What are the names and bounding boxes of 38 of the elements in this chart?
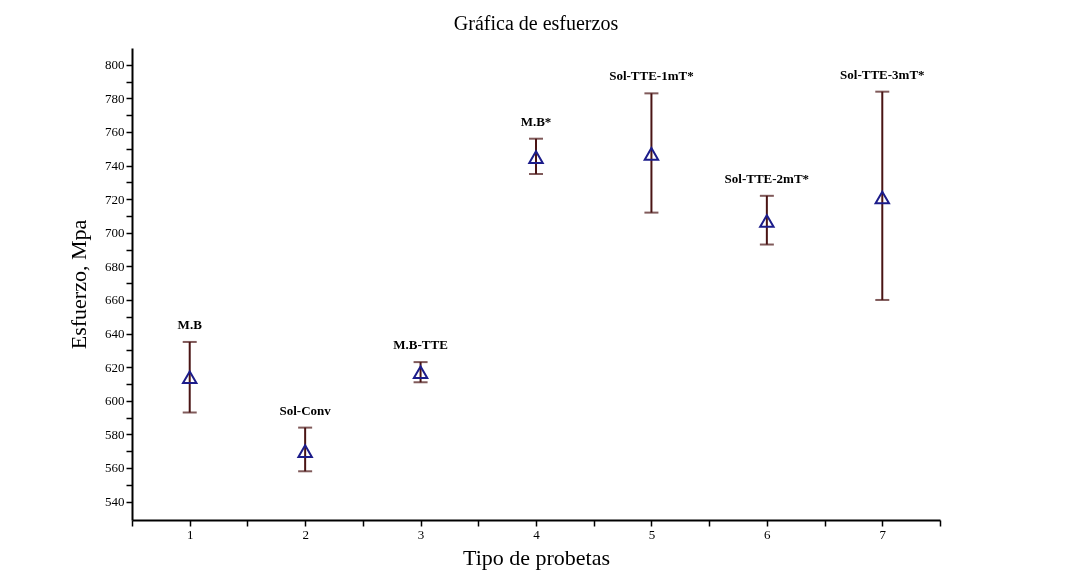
x-tick-label: 5 <box>648 526 656 542</box>
y-tick-label: 580 <box>105 426 125 442</box>
annotation: Sol-Conv <box>279 402 332 418</box>
y-tick-label: 540 <box>105 494 125 510</box>
annotation: M.B* <box>520 113 552 129</box>
y-tick-label: 600 <box>105 393 125 409</box>
y-tick-label: 700 <box>105 225 125 241</box>
x-tick-label: 1 <box>186 526 194 542</box>
point <box>759 214 775 228</box>
point <box>182 370 198 385</box>
annotation: Sol-TTE-1mT* <box>609 68 694 84</box>
point <box>528 150 544 164</box>
y-tick-label: 660 <box>105 292 125 308</box>
y-axis-title: Esfuerzo, Mpa <box>66 219 91 350</box>
y-tick-label: 680 <box>105 258 125 274</box>
point <box>297 444 313 458</box>
x-axis-title: Tipo de probetas <box>462 544 611 570</box>
point <box>643 147 660 161</box>
annotation: M.B <box>177 316 203 332</box>
annotation: M.B-TTE <box>393 337 448 353</box>
x-tick-label: 2 <box>302 526 309 542</box>
y-tick-label: 720 <box>105 191 125 207</box>
annotation: Sol-TTE-3mT* <box>840 66 925 82</box>
y-tick-label: 780 <box>105 90 125 106</box>
y-tick-label: 620 <box>105 359 125 375</box>
x-tick-label: 4 <box>533 526 541 542</box>
x-tick-label: 7 <box>879 526 887 542</box>
x-tick-label: 3 <box>417 526 425 542</box>
chart-title: Gráfica de esfuerzos <box>453 12 619 34</box>
x-tick-label: 6 <box>764 526 772 542</box>
point <box>874 190 890 205</box>
y-tick-label: 640 <box>105 326 125 342</box>
y-tick-label: 740 <box>105 158 125 174</box>
y-tick-label: 760 <box>105 124 125 140</box>
annotation: Sol-TTE-2mT* <box>724 170 810 186</box>
y-tick-label: 560 <box>105 460 125 476</box>
point <box>412 365 429 379</box>
y-tick-label: 800 <box>105 57 125 73</box>
